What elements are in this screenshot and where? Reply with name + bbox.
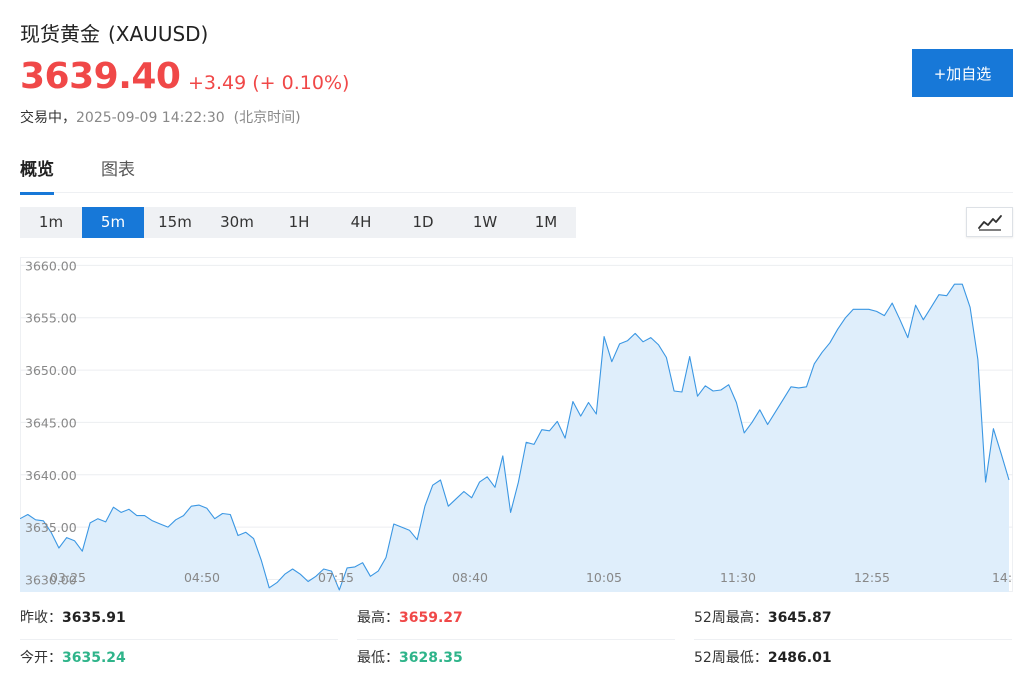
tab-overview[interactable]: 概览 [20, 155, 54, 195]
y-tick-label: 3655.00 [25, 311, 77, 326]
line-chart-icon [977, 215, 1002, 231]
tab-chart[interactable]: 图表 [101, 160, 135, 180]
x-tick-label: 08:40 [452, 570, 488, 585]
tab-bar: 概览 图表 [20, 155, 1013, 195]
period-1mo[interactable]: 1M [534, 213, 558, 231]
period-30m[interactable]: 30m [220, 213, 254, 231]
price-change: +3.49 (+ 0.10%) [188, 72, 350, 94]
stat-52w-high: 52周最高：3645.87 [694, 604, 1012, 640]
period-selector: 1m 5m 15m 30m 1H 4H 1D 1W 1M [20, 207, 576, 238]
period-4h[interactable]: 4H [350, 213, 372, 231]
instrument-title: 现货黄金 (XAUUSD) [20, 18, 208, 47]
chart-type-button[interactable] [966, 207, 1013, 237]
stat-value: 3635.24 [62, 650, 126, 666]
status-label: 交易中， [20, 110, 76, 126]
y-tick-label: 3640.00 [25, 468, 77, 483]
period-5m[interactable]: 5m [82, 207, 144, 238]
stat-prev-close: 昨收：3635.91 [20, 604, 338, 640]
x-tick-label: 11:30 [720, 570, 756, 585]
stat-value: 3635.91 [62, 610, 126, 626]
stat-value: 3659.27 [399, 610, 463, 626]
y-tick-label: 3630.00 [25, 572, 77, 587]
stat-label: 52周最低： [694, 650, 768, 666]
x-tick-label: 03:25 [50, 570, 86, 585]
stat-label: 最低： [357, 650, 399, 666]
timestamp: 2025-09-09 14:22:30 [76, 110, 225, 126]
current-price: 3639.40 [20, 56, 181, 97]
period-1m[interactable]: 1m [38, 213, 64, 231]
stat-high: 最高：3659.27 [357, 604, 675, 640]
add-watchlist-button[interactable]: +加自选 [912, 49, 1013, 97]
x-tick-label: 12:55 [854, 570, 890, 585]
stat-label: 今开： [20, 650, 62, 666]
x-tick-label: 10:05 [586, 570, 622, 585]
y-tick-label: 3660.00 [25, 258, 77, 273]
stat-value: 3628.35 [399, 650, 463, 666]
period-1h[interactable]: 1H [288, 213, 310, 231]
instrument-name: 现货黄金 [20, 22, 100, 46]
price-line [20, 283, 1010, 591]
stat-label: 最高： [357, 610, 399, 626]
x-tick-label: 07:15 [318, 570, 354, 585]
period-1w[interactable]: 1W [472, 213, 498, 231]
period-1d[interactable]: 1D [412, 213, 434, 231]
period-15m[interactable]: 15m [158, 213, 192, 231]
x-tick-label: 14:2 [992, 570, 1013, 585]
stat-52w-low: 52周最低：2486.01 [694, 644, 1012, 675]
stat-label: 52周最高： [694, 610, 768, 626]
stat-low: 最低：3628.35 [357, 644, 675, 675]
price-chart[interactable]: 3660.00 3655.00 3650.00 3645.00 3640.00 3635.… [20, 257, 1013, 592]
x-tick-label: 04:50 [184, 570, 220, 585]
trading-status: 交易中，2025-09-09 14:22:30 (北京时间) [20, 107, 301, 127]
price-area [20, 284, 1009, 592]
stat-open: 今开：3635.24 [20, 644, 338, 675]
stat-value: 2486.01 [767, 650, 832, 666]
y-tick-label: 3635.00 [25, 520, 77, 535]
timezone-label: (北京时间) [233, 110, 301, 126]
stat-value: 3645.87 [767, 610, 832, 626]
stat-label: 昨收： [20, 610, 62, 626]
y-tick-label: 3650.00 [25, 363, 77, 378]
instrument-symbol: (XAUUSD) [108, 22, 209, 46]
y-tick-label: 3645.00 [25, 415, 77, 430]
